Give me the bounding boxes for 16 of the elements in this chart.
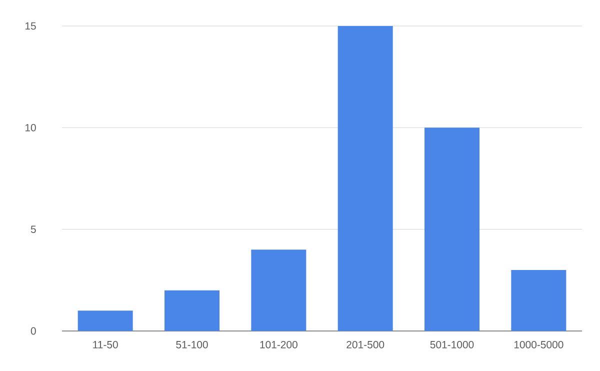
bar [78, 310, 133, 331]
bar [338, 26, 393, 331]
x-tick-label: 201-500 [346, 340, 384, 348]
y-tick-label: 15 [25, 22, 36, 30]
bar [164, 290, 220, 331]
bar [251, 250, 306, 331]
y-tick-label: 5 [30, 226, 36, 233]
x-tick-label: 11-50 [93, 340, 118, 348]
x-tick-label: 51-100 [176, 340, 208, 348]
y-tick-label: 10 [25, 124, 36, 132]
bar [424, 128, 480, 331]
x-tick-label: 501-1000 [430, 340, 474, 348]
y-tick-label: 0 [30, 327, 36, 335]
x-tick-label: 1000-5000 [514, 340, 564, 348]
x-tick-label: 101-200 [260, 340, 298, 348]
bar [511, 270, 566, 331]
